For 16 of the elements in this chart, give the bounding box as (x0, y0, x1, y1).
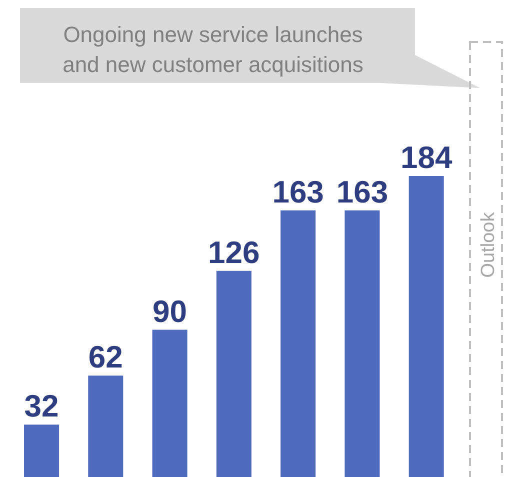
text: Ongoing new service launches and new customer acquisitions (62, 22, 364, 77)
text: Outlook (478, 212, 499, 278)
bar (408, 176, 444, 477)
data-label: 32 (24, 388, 59, 424)
data-label: 184 (400, 140, 453, 175)
bar (152, 330, 188, 477)
data-label: 90 (152, 294, 188, 329)
data-label: 126 (208, 234, 260, 270)
bar (344, 210, 380, 477)
bar (88, 376, 124, 477)
data-label: 163 (336, 174, 388, 210)
data-label: 62 (88, 340, 123, 375)
bar (280, 210, 316, 477)
bar (216, 270, 252, 477)
bar (24, 424, 59, 477)
data-label: 163 (272, 174, 324, 210)
